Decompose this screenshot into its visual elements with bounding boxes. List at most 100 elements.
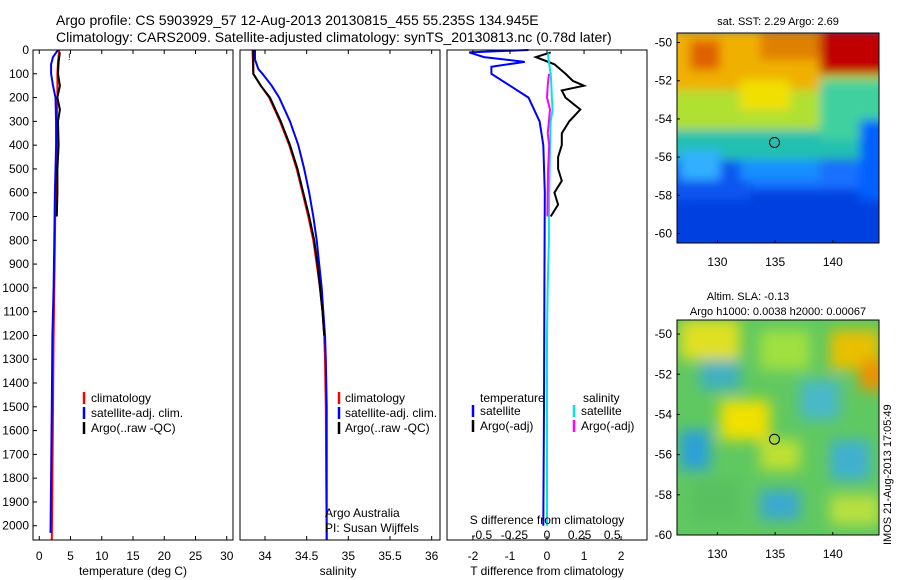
sst-lon-tick-label: 140 (823, 255, 843, 269)
sla-lat-tick-label: -50 (655, 327, 673, 341)
sst-map-title: sat. SST: 2.29 Argo: 2.69 (717, 16, 839, 28)
depth-tick-label: 900 (9, 257, 29, 271)
temperature-axes-frame (32, 49, 234, 541)
t-difference-x-tick-label: -1 (505, 549, 516, 563)
sst-lat-tick-label: -56 (655, 150, 673, 164)
sla-lat-tick-label: -60 (655, 528, 673, 542)
series-line-argo-raw-qc (55, 52, 61, 217)
sst-lat-tick-label: -58 (655, 188, 673, 202)
depth-tick-label: 1000 (2, 281, 29, 295)
depth-axis-ticks: 0 100 200 300 400 500 600 700 800 900 1000 1100 1200… (2, 43, 37, 533)
annotation-pi: PI: Susan Wijffels (325, 521, 419, 535)
s-difference-tick-label: 0.5 (604, 528, 621, 542)
sst-lat-tick-label: -54 (655, 112, 673, 126)
salinity-x-ticks: 34 34.5 35 35.5 36 (258, 50, 439, 563)
salinity-x-tick-label: 36 (425, 549, 439, 563)
salinity-lines (251, 49, 328, 541)
depth-tick-label: 1600 (2, 424, 29, 438)
sst-lon-tick-label: 130 (707, 255, 727, 269)
sla-map-ticks: 130 135 140 -50 -52 -54 -56 -58 -60 (655, 327, 844, 561)
temperature-x-tick-label: 0 (36, 549, 43, 563)
t-difference-x-tick-label: -2 (468, 549, 479, 563)
sla-lat-tick-label: -54 (655, 407, 673, 421)
temperature-x-ticks: 0 5 10 15 20 25 30 (36, 50, 234, 563)
legend-label-climatology: climatology (91, 391, 151, 405)
figure-title-line1: Argo profile: CS 5903929_57 12-Aug-2013 … (56, 12, 539, 28)
salinity-x-tick-label: 34 (258, 549, 272, 563)
series-line-climatology (251, 49, 328, 541)
temperature-x-tick-label: 20 (158, 549, 172, 563)
difference-panel: -2 -1 0 1 2 -0.5 -0.25 0 0.25 0.5 S difference f… (446, 49, 648, 578)
depth-tick-label: 300 (9, 114, 29, 128)
difference-legend: temperature satellite Argo(-adj) salinit… (471, 391, 634, 433)
series-line-satellite-adj-clim (254, 50, 328, 540)
legend-title-temperature: temperature (480, 391, 545, 405)
depth-tick-label: 400 (9, 138, 29, 152)
legend-label-climatology: climatology (345, 391, 405, 405)
depth-tick-label: 800 (9, 233, 29, 247)
series-line-temperature-argo-adj (532, 51, 588, 218)
depth-tick-label: 500 (9, 162, 29, 176)
depth-tick-label: 200 (9, 91, 29, 105)
depth-tick-label: 1300 (2, 352, 29, 366)
difference-lines (468, 49, 588, 526)
sla-argo-location-marker (768, 433, 780, 445)
t-difference-x-tick-label: 2 (618, 549, 625, 563)
sla-lat-tick-label: -58 (655, 488, 673, 502)
salinity-x-tick-label: 35.5 (378, 549, 402, 563)
sst-map-frame (676, 32, 880, 244)
depth-tick-label: 700 (9, 210, 29, 224)
legend-label-satellite: satellite-adj. clim. (91, 406, 183, 420)
legend-label-temp-argo: Argo(-adj) (480, 419, 533, 433)
s-difference-tick-label: -0.5 (471, 528, 492, 542)
sst-map-image (677, 33, 879, 243)
sla-lon-tick-label: 140 (823, 547, 843, 561)
t-difference-x-tick-label: 0 (544, 549, 551, 563)
sla-map-frame (676, 319, 880, 536)
t-difference-label: T difference from climatology (470, 564, 624, 578)
series-line-satellite-adj-clim (49, 49, 59, 533)
salinity-x-tick-label: 34.5 (295, 549, 319, 563)
temperature-x-tick-label: 10 (95, 549, 109, 563)
salinity-x-tick-label: 35 (342, 549, 356, 563)
t-difference-x-tick-label: 1 (581, 549, 588, 563)
annotation-argo-australia: Argo Australia (325, 506, 400, 520)
sla-map-title: Altim. SLA: -0.13 (707, 291, 790, 303)
temperature-x-tick-label: 25 (189, 549, 203, 563)
s-difference-tick-label: 0 (544, 528, 551, 542)
legend-label-satellite: satellite-adj. clim. (345, 406, 437, 420)
sla-lat-tick-label: -52 (655, 367, 673, 381)
temperature-x-tick-label: 5 (67, 549, 74, 563)
sla-lat-tick-label: -56 (655, 448, 673, 462)
temperature-legend: climatology satellite-adj. clim. Argo(..… (82, 391, 183, 435)
depth-tick-label: 1700 (2, 447, 29, 461)
depth-tick-label: 2000 (2, 519, 29, 533)
figure-title-line2: Climatology: CARS2009. Satellite-adjuste… (56, 29, 612, 45)
sst-map-ticks: 130 135 140 -50 -52 -54 -56 -58 -60 (655, 36, 844, 269)
legend-label-temp-satellite: satellite (480, 404, 521, 418)
difference-x-ticks: -2 -1 0 1 2 (468, 50, 625, 563)
legend-label-argo: Argo(..raw -QC) (345, 421, 430, 435)
difference-s-ticks: -0.5 -0.25 0 0.25 0.5 (471, 528, 620, 542)
series-line-salinity-argo-adj (545, 73, 552, 217)
side-timestamp: IMOS 21-Aug-2013 17:05:49 (882, 404, 894, 545)
salinity-x-label: salinity (320, 564, 357, 578)
temperature-x-tick-label: 15 (126, 549, 140, 563)
temperature-lines (49, 49, 61, 541)
series-line-argo-raw-qc (252, 50, 326, 336)
depth-tick-label: 1800 (2, 471, 29, 485)
temperature-x-tick-label: 30 (220, 549, 234, 563)
s-difference-tick-label: -0.25 (501, 528, 529, 542)
series-line-salinity-satellite (546, 52, 554, 526)
depth-tick-label: 0 (22, 43, 29, 57)
sst-lat-tick-label: -50 (655, 36, 673, 50)
legend-label-argo: Argo(..raw -QC) (91, 421, 176, 435)
sla-lon-tick-label: 130 (707, 547, 727, 561)
depth-tick-label: 1100 (3, 305, 29, 319)
depth-tick-label: 1200 (2, 328, 29, 342)
depth-tick-label: 100 (9, 67, 29, 81)
depth-tick-label: 1400 (2, 376, 29, 390)
s-difference-tick-label: 0.25 (568, 528, 592, 542)
legend-label-sal-argo: Argo(-adj) (581, 419, 634, 433)
depth-tick-label: 1900 (2, 495, 29, 509)
